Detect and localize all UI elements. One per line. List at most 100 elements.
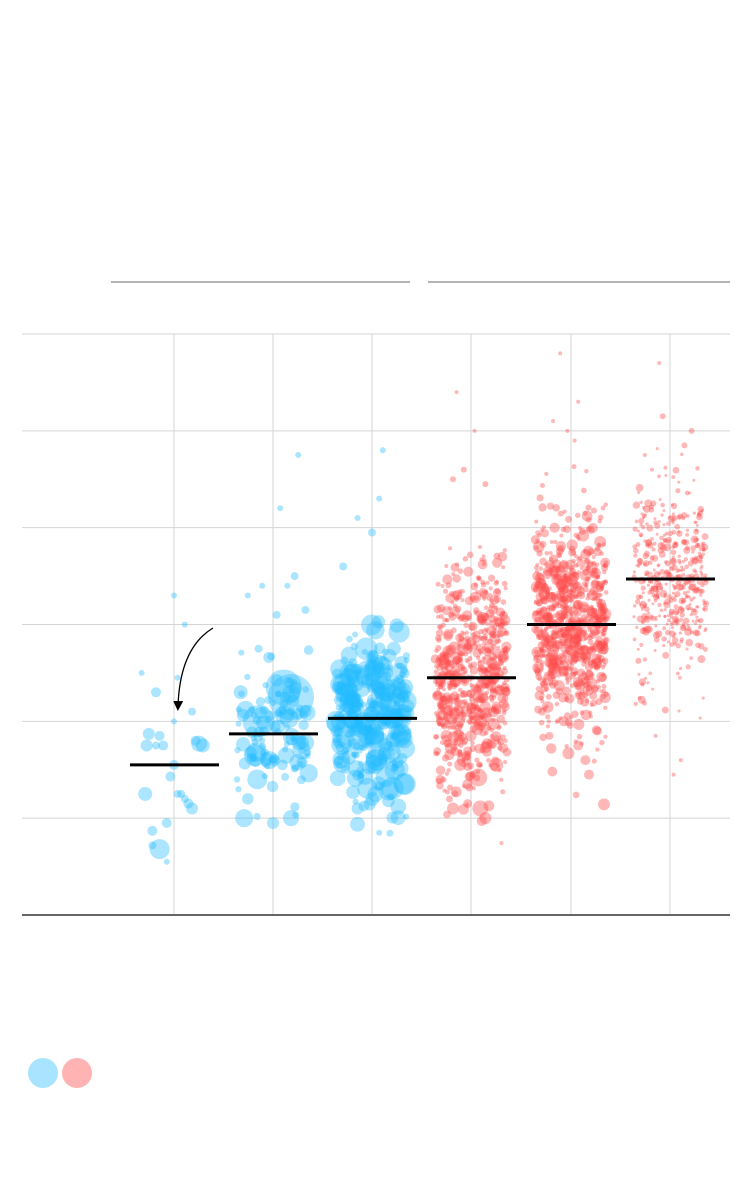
dot-red xyxy=(669,642,675,647)
dot-red xyxy=(659,586,664,591)
dot-blue xyxy=(302,686,309,693)
dot-red xyxy=(463,566,474,577)
dot-red xyxy=(539,666,544,672)
dot-blue xyxy=(340,646,358,664)
dot-blue xyxy=(402,652,411,660)
dot-red xyxy=(454,707,459,712)
dot-blue xyxy=(378,779,399,801)
dot-red xyxy=(455,711,460,717)
dot-red xyxy=(682,586,686,590)
dot-red xyxy=(433,679,438,685)
dot-red xyxy=(653,593,660,599)
dot-blue xyxy=(276,711,284,718)
dot-blue xyxy=(248,706,256,714)
dot-red xyxy=(558,575,568,585)
dot-red xyxy=(553,594,559,600)
dot-blue xyxy=(152,741,160,750)
dot-red xyxy=(586,565,591,571)
dot-red xyxy=(558,632,566,640)
dot-blue xyxy=(235,720,242,727)
dot-blue xyxy=(191,735,208,752)
dot-red xyxy=(493,655,498,660)
dot-red xyxy=(471,643,479,650)
dot-red xyxy=(468,664,473,670)
dot-red xyxy=(475,610,483,618)
dot-red xyxy=(459,731,465,737)
dot-red xyxy=(458,723,463,728)
dot-red xyxy=(564,672,569,678)
dot-red xyxy=(546,719,551,724)
dot-red xyxy=(477,722,482,727)
dot-red xyxy=(498,743,509,753)
dot-red xyxy=(681,539,687,545)
dot-red xyxy=(653,594,660,601)
dot-red xyxy=(450,786,462,798)
dot-red xyxy=(590,699,598,707)
dot-red xyxy=(544,658,553,668)
dot-red xyxy=(651,585,659,593)
dot-red xyxy=(667,594,672,599)
dot-red xyxy=(440,695,448,703)
dot-red xyxy=(668,630,676,637)
dot-red xyxy=(557,583,569,595)
dot-red xyxy=(451,684,457,690)
dot-blue xyxy=(400,665,408,674)
dot-red xyxy=(477,545,482,550)
dot-red xyxy=(575,629,581,635)
dot-blue xyxy=(389,679,399,689)
dot-red xyxy=(543,627,548,632)
dot-red xyxy=(455,661,460,666)
dot-red xyxy=(572,582,579,590)
dot-red xyxy=(677,568,681,572)
dot-red xyxy=(502,647,508,653)
dot-red xyxy=(488,763,493,768)
dot-red xyxy=(689,656,693,660)
dot-blue xyxy=(331,668,343,680)
dot-red xyxy=(692,583,697,588)
dot-blue xyxy=(392,677,406,691)
dot-red xyxy=(571,573,576,578)
dot-red xyxy=(482,647,492,657)
dot-red xyxy=(539,594,550,605)
dot-blue xyxy=(259,582,266,589)
dot-red xyxy=(671,475,676,479)
dot-blue xyxy=(342,698,355,710)
dot-red xyxy=(652,568,656,572)
dot-red xyxy=(487,574,496,582)
dot-red xyxy=(602,562,609,569)
dot-red xyxy=(477,695,482,700)
dot-red xyxy=(560,643,571,654)
dot-red xyxy=(579,527,587,535)
dot-red xyxy=(577,672,590,685)
dot-red xyxy=(599,647,604,652)
dot-red xyxy=(469,768,488,787)
dot-red xyxy=(675,488,681,494)
dot-red xyxy=(476,707,481,712)
dot-red xyxy=(540,680,548,689)
dot-red xyxy=(444,742,457,755)
dot-red xyxy=(653,733,658,738)
dot-red xyxy=(670,518,674,522)
dot-red xyxy=(653,598,658,603)
dot-red xyxy=(491,663,502,673)
dot-red xyxy=(648,506,655,513)
dot-red xyxy=(551,601,560,609)
dot-red xyxy=(559,638,564,643)
dot-red xyxy=(537,610,542,615)
dot-red xyxy=(579,741,584,746)
dot-red xyxy=(597,599,607,609)
dot-red xyxy=(555,611,560,616)
dot-blue xyxy=(393,773,415,795)
dot-red xyxy=(550,675,556,680)
dot-red xyxy=(454,758,467,771)
dot-red xyxy=(594,535,607,548)
dot-red xyxy=(561,633,567,639)
dot-red xyxy=(601,657,609,665)
dot-red xyxy=(657,361,662,366)
dot-red xyxy=(550,605,556,611)
dot-red xyxy=(644,573,648,577)
dot-blue xyxy=(372,660,386,675)
dot-red xyxy=(458,803,469,815)
dot-red xyxy=(500,611,506,616)
dot-red xyxy=(663,614,667,618)
